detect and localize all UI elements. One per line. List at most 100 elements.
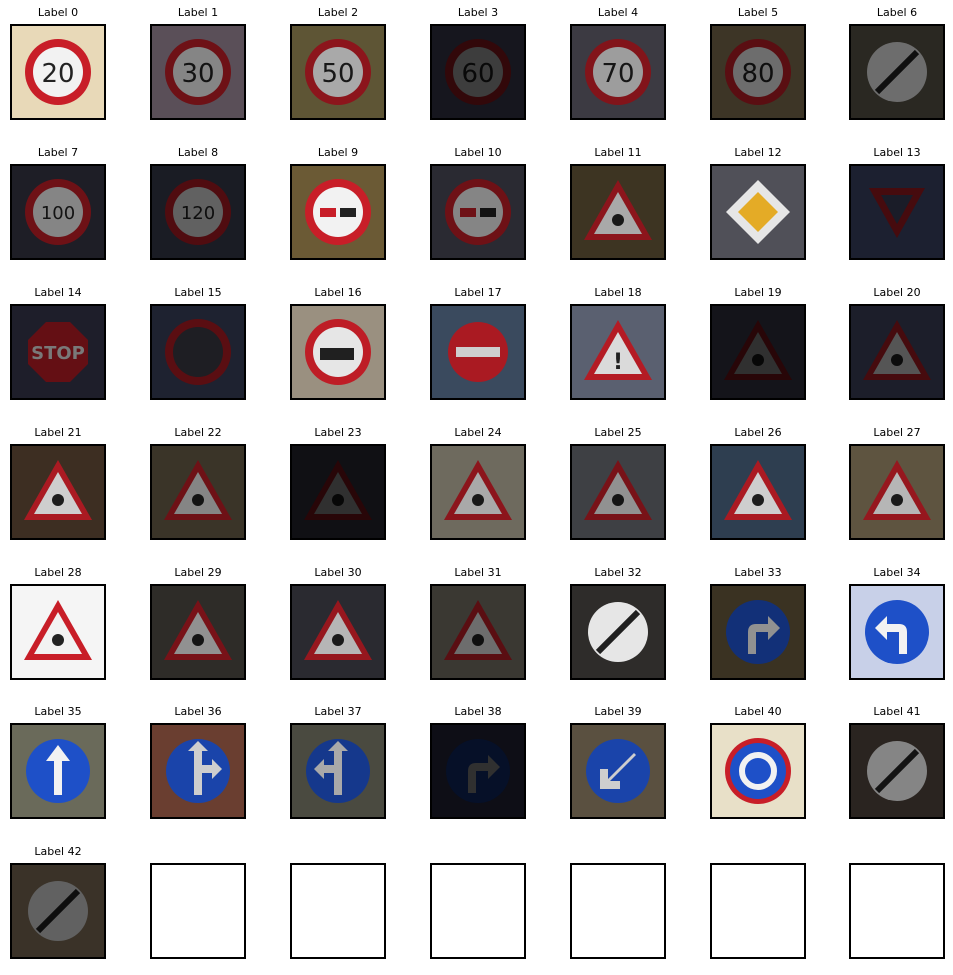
svg-text:20: 20 — [41, 59, 74, 89]
panel-label: Label 35 — [34, 705, 82, 718]
traffic-sign-image — [290, 584, 386, 680]
traffic-sign-image — [10, 723, 106, 819]
image-panel: Label 22 — [150, 426, 246, 540]
image-panel: Label 28 — [10, 566, 106, 680]
traffic-sign-image — [430, 304, 526, 400]
traffic-sign-image — [150, 723, 246, 819]
traffic-sign-image — [570, 584, 666, 680]
image-panel: Label 15 — [150, 286, 246, 400]
svg-text:60: 60 — [461, 59, 494, 89]
empty-panel-frame — [290, 863, 386, 959]
panel-label: Label 41 — [873, 705, 921, 718]
image-panel: Label 35 — [10, 705, 106, 819]
panel-label: Label 16 — [314, 286, 362, 299]
panel-label: Label 40 — [734, 705, 782, 718]
panel-label: Label 28 — [34, 566, 82, 579]
traffic-sign-image — [150, 304, 246, 400]
traffic-sign-image — [849, 584, 945, 680]
traffic-sign-image — [290, 723, 386, 819]
panel-label: Label 25 — [594, 426, 642, 439]
svg-text:STOP: STOP — [31, 343, 85, 364]
panel-label: Label 27 — [873, 426, 921, 439]
panel-label: Label 4 — [597, 6, 639, 19]
image-panel: Label 31 — [430, 566, 526, 680]
traffic-sign-image — [849, 164, 945, 260]
traffic-sign-image — [150, 444, 246, 540]
traffic-sign-image — [570, 444, 666, 540]
traffic-sign-image — [710, 164, 806, 260]
image-panel: Label 19 — [710, 286, 806, 400]
traffic-sign-image: 20 — [10, 24, 106, 120]
traffic-sign-image — [430, 723, 526, 819]
traffic-sign-image: 70 — [570, 24, 666, 120]
traffic-sign-image: 60 — [430, 24, 526, 120]
panel-label: Label 15 — [174, 286, 222, 299]
panel-label: Label 37 — [314, 705, 362, 718]
traffic-sign-image — [710, 723, 806, 819]
panel-label: Label 42 — [34, 845, 82, 858]
image-panel: Label 17 — [430, 286, 526, 400]
panel-label: Label 22 — [174, 426, 222, 439]
traffic-sign-image — [430, 444, 526, 540]
empty-panel — [150, 845, 246, 959]
image-panel: Label 4 70 — [570, 6, 666, 120]
empty-panel — [849, 845, 945, 959]
image-panel: Label 11 — [570, 146, 666, 260]
panel-label: Label 3 — [457, 6, 499, 19]
panel-label: Label 2 — [317, 6, 359, 19]
svg-text:120: 120 — [181, 203, 215, 224]
traffic-sign-image — [849, 723, 945, 819]
traffic-sign-image — [849, 24, 945, 120]
panel-label: Label 11 — [594, 146, 642, 159]
image-panel: Label 2 50 — [290, 6, 386, 120]
traffic-sign-image: 120 — [150, 164, 246, 260]
empty-panel-frame — [710, 863, 806, 959]
traffic-sign-image — [150, 584, 246, 680]
image-panel: Label 0 20 — [10, 6, 106, 120]
panel-label: Label 19 — [734, 286, 782, 299]
panel-label: Label 20 — [873, 286, 921, 299]
traffic-sign-image: 30 — [150, 24, 246, 120]
traffic-sign-image: STOP — [10, 304, 106, 400]
svg-text:50: 50 — [321, 59, 354, 89]
panel-label: Label 9 — [317, 146, 359, 159]
panel-label: Label 8 — [177, 146, 219, 159]
traffic-sign-image: 80 — [710, 24, 806, 120]
empty-panel-frame — [570, 863, 666, 959]
panel-label: Label 5 — [737, 6, 779, 19]
image-panel: Label 38 — [430, 705, 526, 819]
traffic-sign-image — [290, 444, 386, 540]
empty-panel — [710, 845, 806, 959]
image-panel: Label 21 — [10, 426, 106, 540]
traffic-sign-image: 50 — [290, 24, 386, 120]
image-panel: Label 10 — [430, 146, 526, 260]
image-panel: Label 14 STOP — [10, 286, 106, 400]
image-panel: Label 36 — [150, 705, 246, 819]
image-panel: Label 12 — [710, 146, 806, 260]
panel-label: Label 1 — [177, 6, 219, 19]
image-panel: Label 32 — [570, 566, 666, 680]
image-panel: Label 9 — [290, 146, 386, 260]
panel-label: Label 38 — [454, 705, 502, 718]
panel-label: Label 24 — [454, 426, 502, 439]
panel-label: Label 13 — [873, 146, 921, 159]
image-panel: Label 16 — [290, 286, 386, 400]
traffic-sign-image: ! — [570, 304, 666, 400]
image-panel: Label 34 — [849, 566, 945, 680]
empty-panel — [570, 845, 666, 959]
image-panel: Label 3 60 — [430, 6, 526, 120]
traffic-sign-image: 100 — [10, 164, 106, 260]
image-panel: Label 5 80 — [710, 6, 806, 120]
panel-label: Label 23 — [314, 426, 362, 439]
svg-text:80: 80 — [741, 59, 774, 89]
panel-label: Label 26 — [734, 426, 782, 439]
panel-label: Label 33 — [734, 566, 782, 579]
traffic-sign-image — [570, 723, 666, 819]
image-panel: Label 20 — [849, 286, 945, 400]
svg-text:70: 70 — [601, 59, 634, 89]
panel-label: Label 7 — [37, 146, 79, 159]
image-panel: Label 30 — [290, 566, 386, 680]
image-panel: Label 41 — [849, 705, 945, 819]
panel-label: Label 30 — [314, 566, 362, 579]
